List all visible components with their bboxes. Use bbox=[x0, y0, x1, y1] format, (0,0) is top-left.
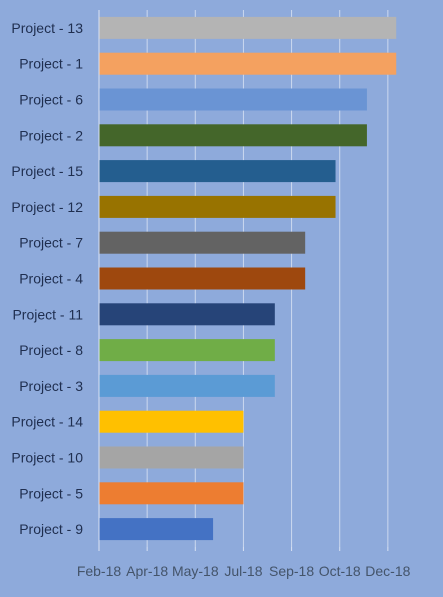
category-label: Project - 2 bbox=[19, 127, 83, 143]
x-tick-label: May-18 bbox=[172, 563, 219, 579]
category-label: Project - 1 bbox=[19, 56, 83, 72]
x-axis bbox=[98, 10, 389, 551]
bar bbox=[99, 267, 306, 290]
bar bbox=[99, 160, 336, 183]
bar bbox=[99, 88, 367, 111]
bar bbox=[99, 374, 275, 397]
category-label: Project - 15 bbox=[11, 163, 83, 179]
category-labels: Project - 13 Project - 1 Project - 6 Projec… bbox=[11, 20, 83, 537]
bar bbox=[99, 52, 397, 75]
category-label: Project - 7 bbox=[19, 235, 83, 251]
category-label: Project - 10 bbox=[11, 450, 83, 466]
bar bbox=[99, 518, 214, 541]
category-label: Project - 13 bbox=[11, 20, 83, 36]
bar bbox=[99, 339, 275, 362]
bar bbox=[99, 446, 244, 469]
category-label: Project - 4 bbox=[19, 271, 83, 287]
category-label: Project - 6 bbox=[19, 92, 83, 108]
x-tick-labels: Feb-18 Apr-18 May-18 Jul-18 Sep-18 Oct-18 Dec-… bbox=[77, 563, 411, 579]
category-label: Project - 3 bbox=[19, 378, 83, 394]
x-tick-label: Feb-18 bbox=[77, 563, 122, 579]
bar bbox=[99, 231, 306, 254]
bar bbox=[99, 195, 336, 218]
category-label: Project - 5 bbox=[19, 485, 83, 501]
category-label: Project - 14 bbox=[11, 414, 83, 430]
x-tick-label: Sep-18 bbox=[269, 563, 314, 579]
bar bbox=[99, 482, 244, 505]
x-tick-label: Oct-18 bbox=[319, 563, 361, 579]
bar bbox=[99, 16, 397, 39]
category-label: Project - 12 bbox=[11, 199, 83, 215]
x-tick-label: Dec-18 bbox=[365, 563, 410, 579]
category-label: Project - 8 bbox=[19, 342, 83, 358]
bar bbox=[99, 124, 367, 147]
category-label: Project - 11 bbox=[12, 306, 83, 322]
bar bbox=[99, 410, 244, 433]
category-label: Project - 9 bbox=[19, 521, 83, 537]
x-tick-label: Apr-18 bbox=[126, 563, 168, 579]
bar bbox=[99, 303, 275, 326]
bars bbox=[99, 16, 397, 541]
x-tick-label: Jul-18 bbox=[224, 563, 262, 579]
